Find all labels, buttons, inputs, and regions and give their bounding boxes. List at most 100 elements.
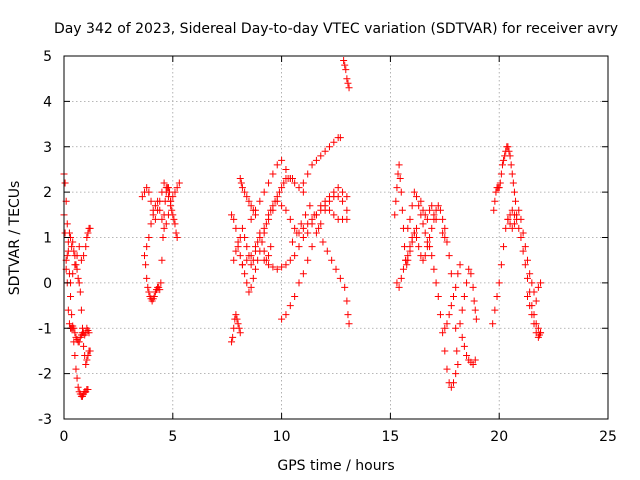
data-point <box>278 263 286 271</box>
data-point <box>234 320 242 328</box>
y-tick-label: 1 <box>43 231 52 247</box>
data-point <box>280 179 288 187</box>
data-point <box>286 256 294 264</box>
data-point <box>143 274 151 282</box>
data-point <box>460 342 468 350</box>
data-point <box>145 234 153 241</box>
data-point <box>67 292 75 300</box>
data-point <box>497 170 505 178</box>
data-point <box>426 206 434 214</box>
data-point <box>74 383 82 391</box>
x-tick-label: 5 <box>168 429 177 445</box>
data-point <box>293 229 301 237</box>
data-point <box>404 224 412 232</box>
data-point <box>523 256 531 264</box>
data-point <box>430 265 438 273</box>
data-point <box>295 243 303 251</box>
data-point <box>345 84 353 92</box>
data-point <box>403 261 411 269</box>
data-point <box>138 193 146 201</box>
data-point <box>260 224 268 232</box>
y-axis-label: SDTVAR / TECUs <box>7 181 23 296</box>
data-point <box>160 224 168 232</box>
data-point <box>397 188 405 196</box>
data-point <box>247 252 255 260</box>
data-point <box>73 374 81 382</box>
data-point <box>273 265 281 273</box>
data-point <box>295 279 303 287</box>
data-point <box>317 202 325 210</box>
data-point <box>344 79 352 87</box>
data-point <box>342 66 350 74</box>
data-point <box>84 351 92 359</box>
data-point <box>247 215 255 223</box>
series-arc-17-a <box>439 229 462 369</box>
data-point <box>232 224 240 232</box>
series-arc-00-c <box>62 229 94 369</box>
data-point <box>75 243 83 251</box>
data-point <box>143 243 151 251</box>
data-point <box>513 211 521 219</box>
data-point <box>169 193 177 201</box>
data-point <box>532 297 540 305</box>
data-point <box>243 243 251 251</box>
data-point <box>415 243 423 251</box>
data-point <box>275 188 283 196</box>
data-point <box>286 215 294 223</box>
data-point <box>282 311 290 319</box>
data-point <box>299 224 307 232</box>
data-point <box>515 224 523 232</box>
data-point <box>299 179 307 187</box>
data-point <box>436 311 444 319</box>
data-point <box>430 211 438 219</box>
series-arc-09-a <box>247 156 307 223</box>
data-point <box>251 206 259 214</box>
data-point <box>86 347 94 355</box>
data-point <box>247 283 255 291</box>
data-point <box>291 179 299 187</box>
data-point <box>521 243 529 251</box>
data-point <box>489 320 497 328</box>
data-point <box>160 179 168 187</box>
data-point <box>265 179 273 187</box>
data-point <box>267 243 275 251</box>
data-point <box>80 342 88 350</box>
data-point <box>330 211 338 219</box>
data-point <box>343 206 351 214</box>
data-point <box>491 306 499 314</box>
series-arc-20-a <box>490 143 520 214</box>
data-point <box>282 206 290 214</box>
data-point <box>404 252 412 260</box>
data-point <box>519 247 527 255</box>
data-point <box>325 143 333 151</box>
data-point <box>434 202 442 210</box>
data-point <box>317 220 325 228</box>
data-point <box>241 234 249 241</box>
data-point <box>452 324 460 332</box>
data-point <box>502 224 510 232</box>
data-point <box>521 261 529 269</box>
data-point <box>450 379 458 387</box>
data-point <box>336 134 344 142</box>
data-point <box>334 184 342 192</box>
data-point <box>158 215 166 223</box>
data-point <box>173 234 181 241</box>
data-point <box>232 311 240 319</box>
data-point <box>415 202 423 210</box>
data-point <box>86 224 94 232</box>
data-point <box>260 247 268 255</box>
data-point <box>493 292 501 300</box>
data-point <box>332 265 340 273</box>
data-point <box>496 179 504 187</box>
data-point <box>251 265 259 273</box>
data-point <box>273 197 281 205</box>
data-point <box>145 188 153 196</box>
data-point <box>450 292 458 300</box>
data-point <box>469 361 477 369</box>
data-point <box>243 279 251 287</box>
data-point <box>343 193 351 201</box>
data-point <box>291 224 299 232</box>
series-arc-20-c <box>504 206 545 305</box>
data-point <box>63 252 71 260</box>
